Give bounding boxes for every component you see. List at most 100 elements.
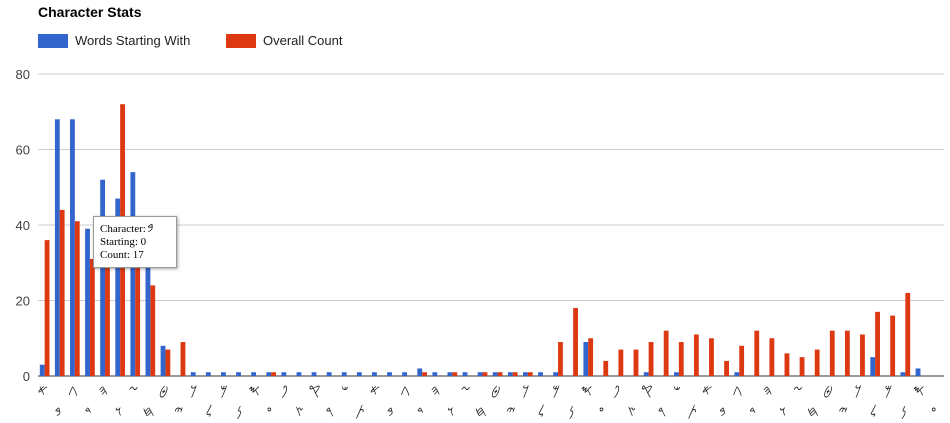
bar — [648, 342, 654, 376]
bar — [663, 330, 669, 376]
chart-tooltip: Character:𐤁 Starting: 0 Count: 17 — [93, 216, 177, 268]
chart-title: Character Stats — [38, 4, 142, 20]
bar — [844, 330, 850, 376]
bar — [296, 372, 302, 376]
bar — [734, 372, 740, 376]
legend-label: Words Starting With — [75, 33, 191, 48]
x-tick-label: 𐤇 — [807, 404, 819, 420]
y-tick-label: 80 — [16, 67, 30, 82]
bar — [205, 372, 211, 376]
x-tick-label: 𐤇 — [143, 404, 155, 420]
x-tick-label: 𐤀 — [38, 383, 48, 399]
bar — [573, 308, 578, 376]
bar — [105, 247, 110, 376]
bar — [538, 372, 543, 376]
bar — [417, 368, 423, 376]
bar — [900, 372, 906, 376]
x-tick-label: 𐤉 — [506, 404, 515, 420]
legend-swatch-blue — [38, 33, 68, 48]
bar — [477, 372, 483, 376]
bar — [890, 315, 896, 376]
x-tick-label: 𐤍 — [569, 404, 574, 420]
bar — [266, 372, 272, 376]
bar — [603, 360, 609, 376]
bar — [784, 353, 790, 376]
bar — [74, 221, 80, 376]
x-tick-label: 𐤏 — [599, 404, 604, 420]
bar — [281, 372, 287, 376]
x-tick-label: 𐤄 — [431, 383, 440, 399]
tooltip-character: Character:𐤁 — [100, 221, 153, 236]
x-tick-label: 𐤓 — [326, 404, 334, 420]
x-tick-label: 𐤇 — [475, 404, 487, 420]
bar — [180, 342, 186, 376]
x-tick-label: 𐤎 — [581, 383, 593, 399]
x-tick-label: 𐤏 — [267, 404, 272, 420]
bar — [512, 372, 518, 376]
bar — [150, 285, 156, 376]
x-tick-label: 𐤋 — [870, 404, 877, 420]
bar — [709, 338, 714, 376]
x-tick-label: 𐤈 — [823, 383, 832, 399]
tooltip-count: Count: 17 — [100, 249, 144, 261]
x-tick-label: 𐤍 — [236, 404, 241, 420]
bar — [447, 372, 453, 376]
bar — [643, 372, 649, 376]
x-tick-label: 𐤔 — [673, 383, 680, 399]
x-tick-label: 𐤀 — [702, 383, 712, 399]
bar — [674, 372, 679, 376]
x-tick-label: 𐤃 — [417, 404, 424, 420]
x-tick-label: 𐤕 — [688, 404, 697, 420]
bar — [754, 330, 760, 376]
bar — [115, 198, 121, 376]
bar — [678, 342, 684, 376]
legend-item-words-starting-with[interactable]: Words Starting With — [38, 33, 190, 48]
x-tick-label: 𐤈 — [159, 383, 168, 399]
bar — [387, 372, 392, 376]
bar — [588, 338, 594, 376]
bar — [915, 368, 921, 376]
bar — [462, 372, 468, 376]
x-tick-label: 𐤒 — [309, 383, 321, 399]
bar — [236, 372, 241, 376]
bar — [85, 228, 90, 376]
bar — [341, 372, 347, 376]
x-tick-label: 𐤔 — [341, 383, 348, 399]
x-tick-label: 𐤐 — [281, 383, 288, 399]
y-tick-label: 0 — [23, 369, 30, 384]
x-tick-label: 𐤋 — [206, 404, 213, 420]
legend-item-overall-count[interactable]: Overall Count — [226, 33, 342, 48]
x-tick-label: 𐤄 — [763, 383, 772, 399]
x-tick-label: 𐤌 — [885, 383, 893, 399]
x-tick-label: 𐤐 — [613, 383, 620, 399]
bar — [769, 338, 775, 376]
bar — [271, 372, 276, 376]
bar — [558, 342, 563, 376]
bar — [44, 240, 50, 376]
x-tick-label: 𐤊 — [190, 383, 197, 399]
legend-label: Overall Count — [263, 33, 343, 48]
bar — [356, 372, 362, 376]
bar — [422, 372, 427, 376]
x-tick-label: 𐤌 — [552, 383, 560, 399]
bar — [70, 119, 75, 377]
bar — [452, 372, 458, 376]
x-tick-label: 𐤅 — [779, 404, 786, 420]
x-tick-label: 𐤑 — [628, 404, 636, 420]
bar — [829, 330, 835, 376]
y-tick-label: 20 — [16, 294, 30, 309]
x-tick-label: 𐤁 — [387, 404, 394, 420]
x-tick-label: 𐤆 — [128, 383, 138, 399]
x-tick-label: 𐤎 — [913, 383, 925, 399]
bar — [432, 372, 438, 376]
bar — [145, 258, 151, 376]
x-tick-label: 𐤄 — [99, 383, 108, 399]
x-tick-label: 𐤉 — [174, 404, 183, 420]
x-tick-label: 𐤆 — [461, 383, 471, 399]
bar — [633, 349, 639, 376]
x-tick-label: 𐤅 — [447, 404, 454, 420]
x-tick-label: 𐤏 — [931, 404, 936, 420]
bar — [89, 258, 95, 376]
bar — [860, 334, 865, 376]
